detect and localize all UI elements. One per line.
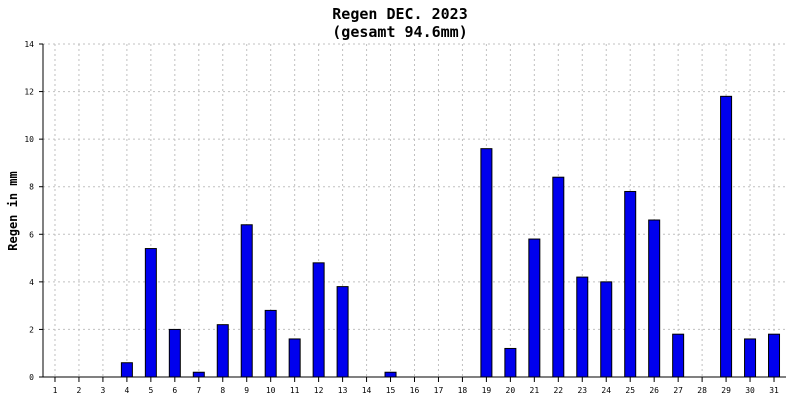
- y-tick-label: 12: [24, 88, 34, 97]
- bar-day-5: [144, 248, 157, 378]
- x-tick-label: 7: [196, 386, 201, 395]
- x-tick-label: 22: [553, 386, 563, 395]
- x-tick-label: 10: [266, 386, 276, 395]
- x-tick-label: 27: [673, 386, 683, 395]
- bar-day-30: [744, 338, 757, 378]
- x-tick-label: 18: [458, 386, 468, 395]
- bar-day-29: [720, 95, 733, 378]
- x-tick-label: 9: [244, 386, 249, 395]
- bar-day-6: [168, 328, 181, 378]
- x-tick-label: 5: [148, 386, 153, 395]
- x-tick-label: 13: [338, 386, 348, 395]
- x-tick-label: 24: [601, 386, 611, 395]
- x-tick-label: 28: [697, 386, 707, 395]
- y-tick-label: 4: [29, 278, 34, 287]
- bar-day-25: [624, 190, 637, 378]
- bar-day-23: [576, 276, 589, 378]
- x-ticks: 1 2 3 4 5 6 7 8 9 10 11 12 13 14 15 16 17 18 19 20 21 22 23 24 2…: [53, 377, 779, 395]
- x-tick-label: 15: [386, 386, 396, 395]
- bars: [120, 95, 781, 378]
- x-tick-label: 16: [410, 386, 420, 395]
- x-tick-label: 31: [769, 386, 779, 395]
- x-tick-label: 12: [314, 386, 324, 395]
- bar-day-12: [312, 262, 325, 378]
- bar-day-19: [480, 148, 493, 378]
- x-tick-label: 29: [721, 386, 731, 395]
- x-tick-label: 25: [625, 386, 635, 395]
- bar-day-20: [504, 347, 517, 378]
- x-tick-label: 6: [172, 386, 177, 395]
- y-tick-label: 0: [29, 373, 34, 382]
- y-tick-label: 2: [29, 325, 34, 334]
- x-tick-label: 30: [745, 386, 755, 395]
- bar-day-10: [264, 309, 277, 378]
- bar-day-21: [528, 238, 541, 378]
- x-tick-label: 14: [362, 386, 372, 395]
- x-tick-label: 26: [649, 386, 659, 395]
- x-tick-label: 19: [482, 386, 492, 395]
- y-tick-label: 10: [24, 135, 34, 144]
- chart-subtitle: (gesamt 94.6mm): [332, 23, 467, 41]
- y-tick-label: 8: [29, 183, 34, 192]
- bar-day-27: [672, 333, 685, 378]
- bar-day-7: [192, 371, 205, 378]
- x-tick-label: 20: [506, 386, 516, 395]
- x-tick-label: 4: [124, 386, 129, 395]
- x-tick-label: 8: [220, 386, 225, 395]
- bar-day-11: [288, 338, 301, 378]
- x-tick-label: 23: [577, 386, 587, 395]
- bar-day-8: [216, 324, 229, 378]
- grid-lines: [43, 43, 786, 377]
- bar-day-26: [648, 219, 661, 378]
- y-ticks: 0 2 4 6 8 10 12 14: [24, 40, 43, 382]
- x-tick-label: 3: [101, 386, 106, 395]
- chart-title: Regen DEC. 2023: [332, 5, 467, 23]
- y-tick-label: 14: [24, 40, 34, 49]
- y-tick-label: 6: [29, 230, 34, 239]
- x-tick-label: 17: [434, 386, 444, 395]
- x-tick-label: 1: [53, 386, 58, 395]
- bar-day-22: [552, 176, 565, 378]
- bar-day-9: [240, 224, 253, 378]
- bar-day-13: [336, 286, 349, 378]
- y-axis-label: Regen in mm: [6, 171, 20, 250]
- bar-day-24: [600, 281, 613, 378]
- x-tick-label: 11: [290, 386, 300, 395]
- bar-day-31: [768, 333, 781, 378]
- x-tick-label: 2: [77, 386, 82, 395]
- bar-day-4: [120, 362, 133, 378]
- bar-day-15: [384, 371, 397, 378]
- x-tick-label: 21: [530, 386, 540, 395]
